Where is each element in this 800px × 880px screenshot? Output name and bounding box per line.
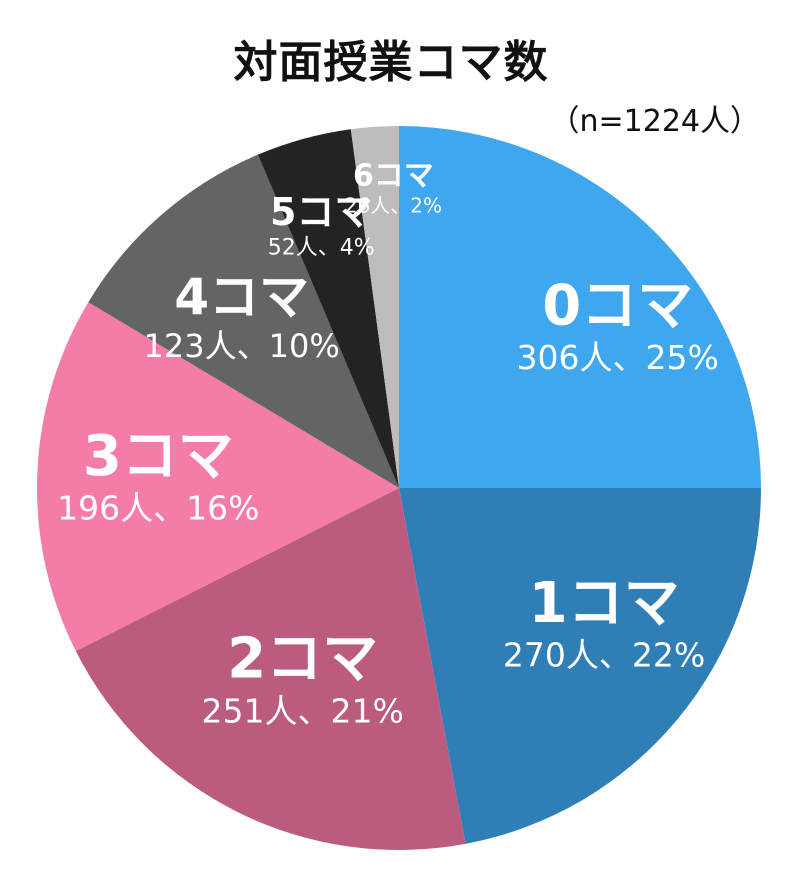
slice-value-label-6: 26人、2% xyxy=(345,193,442,217)
slice-label-1: 1コマ xyxy=(529,571,680,636)
pie-slice-3 xyxy=(36,302,400,652)
slice-value-label-3: 196人、16% xyxy=(57,489,259,528)
pie-slice-6 xyxy=(350,126,399,488)
pie-slice-0 xyxy=(399,126,761,488)
slice-label-2: 2コマ xyxy=(227,627,378,692)
slice-label-5: 5コマ xyxy=(270,190,372,234)
pie-slice-1 xyxy=(399,488,761,844)
slice-label-3: 3コマ xyxy=(83,424,234,489)
slice-label-0: 0コマ xyxy=(542,273,693,338)
slice-value-label-5: 52人、4% xyxy=(268,235,375,260)
chart-subtitle: （n=1224人） xyxy=(549,104,761,139)
slice-label-4: 4コマ xyxy=(174,268,309,326)
pie-slice-4 xyxy=(88,154,400,488)
pie-slice-5 xyxy=(257,129,399,488)
slice-value-label-4: 123人、10% xyxy=(144,327,340,365)
chart-title: 対面授業コマ数 xyxy=(233,37,549,88)
slice-value-label-0: 306人、25% xyxy=(517,338,719,377)
pie-slice-2 xyxy=(75,488,466,850)
slice-value-label-2: 251人、21% xyxy=(202,691,404,730)
slice-label-6: 6コマ xyxy=(353,158,434,193)
slice-value-label-1: 270人、22% xyxy=(503,635,705,674)
pie-slices xyxy=(36,126,761,850)
